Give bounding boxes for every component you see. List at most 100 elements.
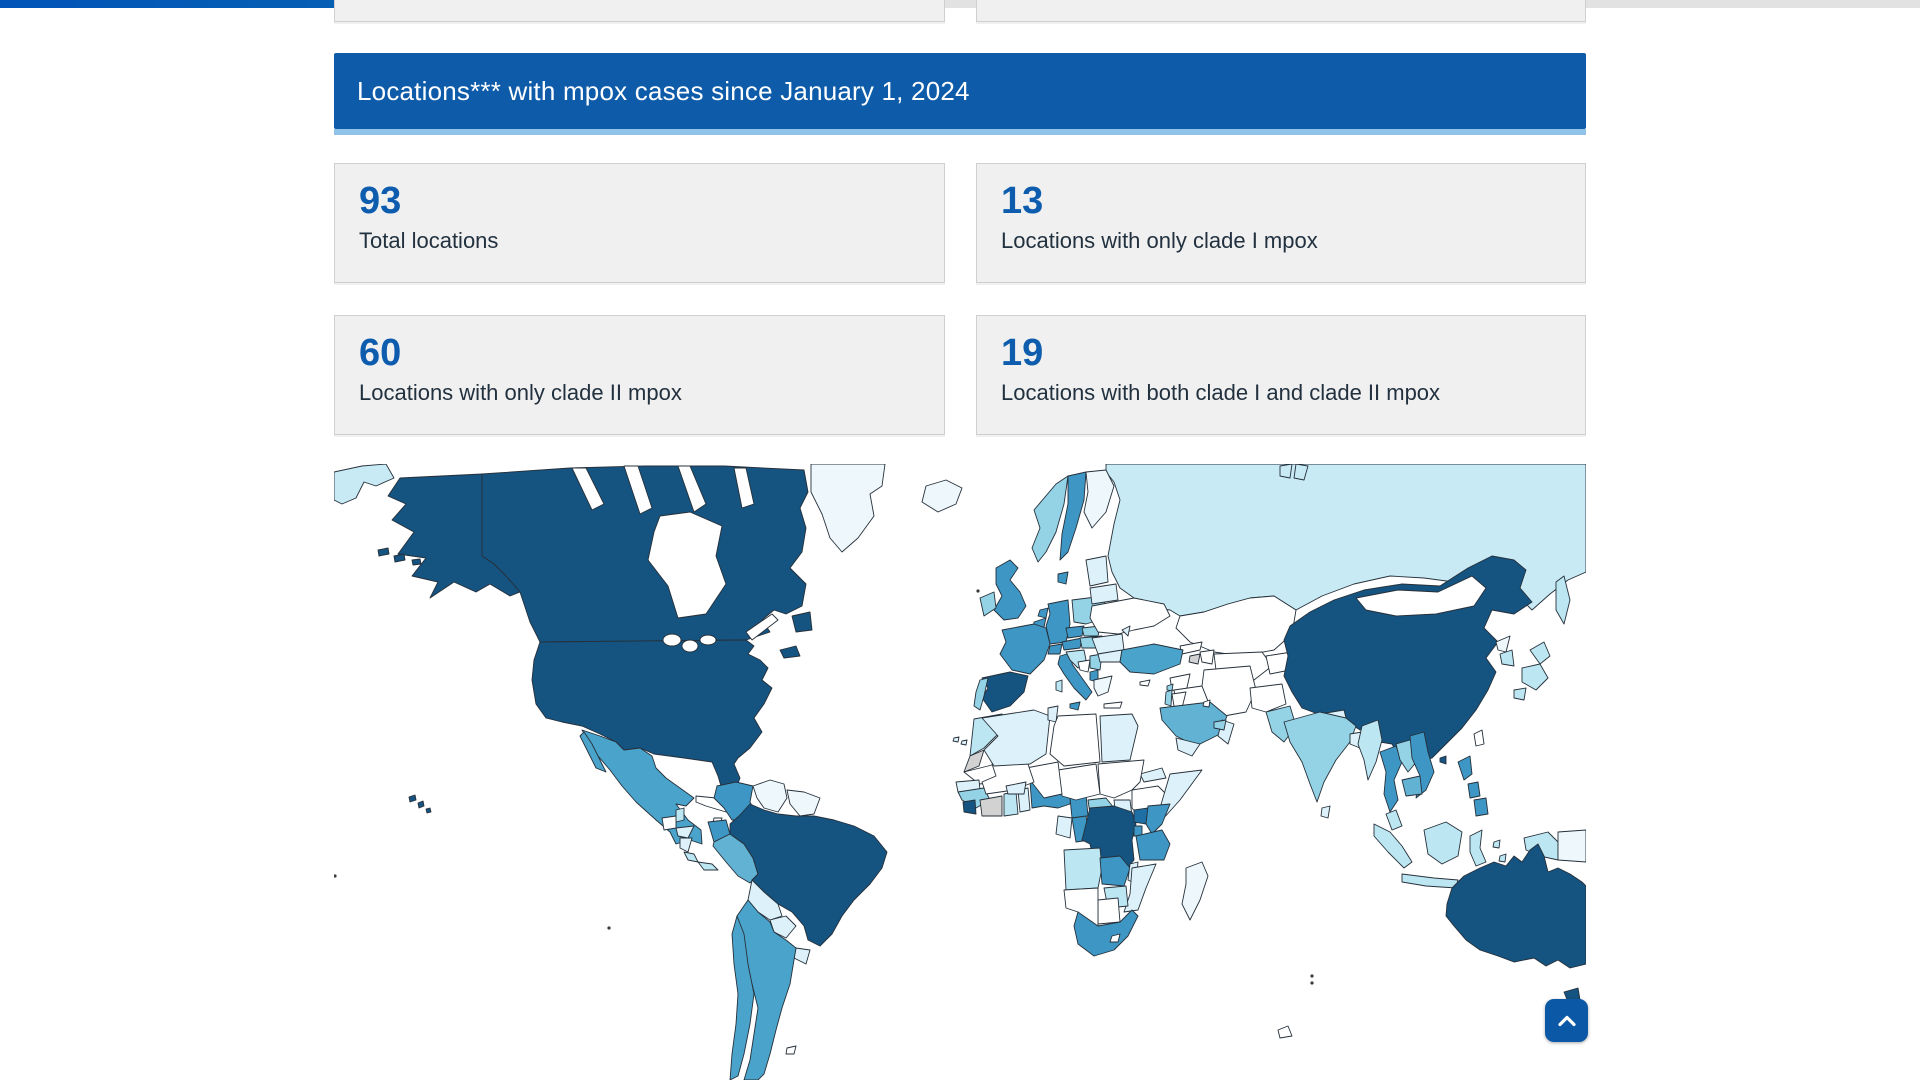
country-somalia[interactable] (1159, 769, 1203, 821)
country-iran[interactable] (1201, 665, 1257, 717)
country-greece-crete[interactable] (1103, 701, 1123, 709)
aleutian-islands[interactable] (377, 547, 390, 557)
country-algeria[interactable] (981, 709, 1051, 767)
country-usa-hawaii[interactable] (425, 807, 432, 814)
country-ireland[interactable] (979, 591, 997, 617)
country-yemen[interactable] (1175, 737, 1201, 757)
country-armenia[interactable] (1188, 653, 1201, 665)
country-indonesia-moluccas[interactable] (1498, 853, 1507, 863)
country-brazil[interactable] (729, 803, 888, 947)
country-ghana[interactable] (1003, 791, 1019, 817)
country-western-sahara[interactable] (963, 749, 985, 773)
country-israel[interactable] (1164, 689, 1173, 707)
country-philippines[interactable] (1473, 797, 1489, 817)
country-usa-hawaii[interactable] (408, 794, 417, 803)
country-sakhalin[interactable] (1555, 575, 1571, 625)
kerguelen-island[interactable] (1277, 1025, 1293, 1039)
country-cyprus[interactable] (1139, 679, 1151, 687)
country-guyanas[interactable] (786, 789, 821, 817)
country-indonesia-moluccas[interactable] (1492, 839, 1501, 849)
country-spain[interactable] (981, 671, 1029, 713)
country-turkey[interactable] (1119, 643, 1184, 675)
country-norway[interactable] (1031, 475, 1069, 563)
country-malaysia[interactable] (1385, 809, 1403, 831)
country-czechia[interactable] (1065, 625, 1085, 639)
country-north-korea[interactable] (1495, 635, 1511, 653)
country-falkland-islands[interactable] (785, 1045, 797, 1055)
country-canada-newfoundland[interactable] (791, 611, 813, 633)
country-panama[interactable] (697, 861, 719, 871)
country-gabon[interactable] (1055, 815, 1073, 839)
country-afghanistan[interactable] (1249, 683, 1287, 713)
country-russia-chukotka[interactable] (333, 463, 395, 505)
country-chile[interactable] (729, 915, 755, 1081)
country-ukraine[interactable] (1089, 597, 1171, 635)
country-kuwait[interactable] (1202, 699, 1211, 708)
country-mexico[interactable] (581, 729, 703, 845)
country-japan[interactable] (1529, 641, 1551, 665)
country-indonesia-sulawesi[interactable] (1469, 829, 1487, 867)
country-saudi-arabia[interactable] (1159, 701, 1228, 747)
country-georgia[interactable] (1179, 641, 1203, 655)
aleutian-islands[interactable] (393, 553, 406, 563)
country-mongolia[interactable] (1355, 575, 1487, 617)
country-united-kingdom[interactable] (993, 559, 1027, 621)
country-denmark[interactable] (1057, 571, 1069, 585)
country-baltic-states[interactable] (1085, 555, 1109, 587)
country-canary-islands[interactable] (960, 739, 968, 746)
country-madagascar[interactable] (1181, 861, 1209, 921)
aleutian-islands[interactable] (411, 558, 422, 566)
country-chad[interactable] (1057, 763, 1101, 801)
country-bosnia[interactable] (1077, 659, 1091, 673)
country-usa-hawaii[interactable] (417, 800, 425, 809)
country-guatemala[interactable] (661, 815, 677, 831)
country-zambia[interactable] (1099, 855, 1131, 887)
country-canada-nova-scotia[interactable] (779, 645, 801, 659)
country-hong-kong[interactable] (1439, 755, 1447, 765)
country-germany[interactable] (1045, 599, 1071, 645)
country-australia[interactable] (1445, 843, 1587, 969)
country-venezuela[interactable] (752, 779, 788, 813)
country-novaya-zemlya[interactable] (1293, 463, 1309, 481)
country-netherlands[interactable] (1037, 607, 1049, 619)
country-novaya-zemlya[interactable] (1279, 463, 1293, 479)
country-indonesia-java[interactable] (1401, 873, 1459, 889)
country-myanmar[interactable] (1357, 719, 1383, 781)
country-philippines[interactable] (1457, 755, 1473, 781)
country-greece[interactable] (1093, 675, 1113, 697)
country-south-korea[interactable] (1499, 649, 1515, 667)
country-burkina-faso[interactable] (1005, 781, 1027, 795)
country-botswana[interactable] (1097, 897, 1121, 925)
country-uruguay[interactable] (793, 947, 811, 965)
country-ivory-coast[interactable] (979, 795, 1003, 817)
country-moldova[interactable] (1121, 625, 1131, 637)
country-canary-islands[interactable] (952, 736, 960, 743)
country-india[interactable] (1283, 711, 1357, 803)
country-egypt[interactable] (1099, 713, 1139, 763)
country-eritrea-djibouti[interactable] (1139, 767, 1167, 783)
country-austria[interactable] (1061, 637, 1083, 651)
country-indonesia-borneo[interactable] (1423, 821, 1463, 865)
country-philippines[interactable] (1467, 781, 1481, 799)
country-libya[interactable] (1049, 713, 1101, 767)
world-map[interactable] (333, 463, 1587, 1081)
country-nicaragua[interactable] (679, 837, 693, 853)
country-italy-sardinia[interactable] (1055, 679, 1063, 693)
country-mexico-baja[interactable] (579, 731, 607, 773)
country-azerbaijan[interactable] (1199, 649, 1215, 665)
country-japan[interactable] (1521, 663, 1549, 691)
scroll-to-top-button[interactable] (1545, 999, 1588, 1042)
country-portugal[interactable] (973, 677, 989, 711)
country-cambodia[interactable] (1401, 775, 1423, 797)
country-usa-alaska[interactable] (387, 473, 521, 599)
country-mozambique[interactable] (1123, 863, 1157, 913)
country-uae[interactable] (1213, 719, 1227, 731)
country-sierra-leone-liberia[interactable] (962, 799, 977, 815)
country-tanzania[interactable] (1135, 829, 1171, 861)
country-iceland[interactable] (921, 479, 963, 513)
country-finland[interactable] (1083, 469, 1115, 529)
country-sweden[interactable] (1059, 471, 1087, 561)
country-belize[interactable] (675, 807, 685, 823)
country-sri-lanka[interactable] (1320, 805, 1331, 819)
country-south-africa[interactable] (1073, 909, 1139, 957)
